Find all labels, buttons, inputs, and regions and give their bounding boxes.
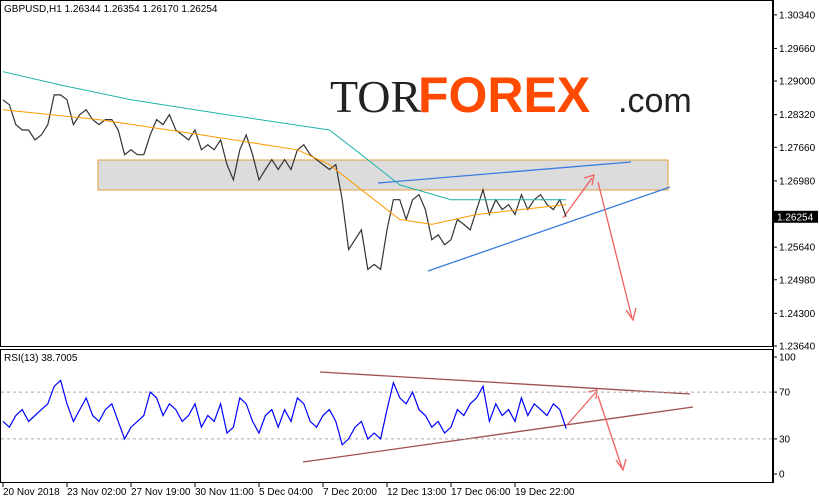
y-tick-label: 1.24300 xyxy=(779,309,816,320)
x-tick-label: 23 Nov 02:00 xyxy=(67,487,127,498)
rsi-title: RSI(13) 38.7005 xyxy=(4,353,78,364)
arrow-head xyxy=(615,458,627,472)
y-tick-label: 1.24980 xyxy=(779,275,816,286)
y-tick-label: 1.26980 xyxy=(779,176,816,187)
trend-line xyxy=(427,186,671,272)
logo-mid: FOREX xyxy=(418,67,590,123)
arrow xyxy=(597,395,623,469)
logo-left: TOR xyxy=(330,71,421,122)
logo-right: .com xyxy=(618,82,692,120)
y-tick-label: 1.29660 xyxy=(779,44,816,55)
x-tick-label: 17 Dec 06:00 xyxy=(451,487,511,498)
rsi-panel xyxy=(0,349,773,483)
x-tick-label: 19 Dec 22:00 xyxy=(515,487,575,498)
series-line xyxy=(2,71,567,201)
y-tick-label: 1.28320 xyxy=(779,110,816,121)
y-tick-label: 1.25640 xyxy=(779,243,816,254)
arrow xyxy=(597,181,633,319)
x-tick-label: 12 Dec 13:00 xyxy=(387,487,447,498)
x-tick-label: 20 Nov 2018 xyxy=(3,487,60,498)
current-price-label: 1.26254 xyxy=(777,212,814,223)
x-tick-label: 30 Nov 11:00 xyxy=(195,487,254,498)
arrow xyxy=(566,391,597,426)
y-tick-label: 0 xyxy=(779,470,785,481)
resistance-zone xyxy=(97,159,669,191)
y-tick-label: 70 xyxy=(779,388,791,399)
y-tick-label: 1.27660 xyxy=(779,143,816,154)
x-tick-label: 7 Dec 20:00 xyxy=(323,487,377,498)
series-line xyxy=(2,109,567,225)
arrow-head xyxy=(625,307,637,322)
y-tick-label: 1.29000 xyxy=(779,77,816,88)
arrow-head xyxy=(583,174,595,186)
trend-line xyxy=(302,406,694,463)
trend-line xyxy=(319,371,691,395)
price-panel xyxy=(0,0,773,347)
x-tick-label: 5 Dec 04:00 xyxy=(259,487,313,498)
price-title: GBPUSD,H1 1.26344 1.26354 1.26170 1.2625… xyxy=(4,4,218,15)
y-tick-label: 1.30340 xyxy=(779,10,816,21)
x-tick-label: 27 Nov 19:00 xyxy=(131,487,191,498)
arrow xyxy=(562,177,593,219)
current-price-box xyxy=(774,210,818,223)
series-line xyxy=(2,94,567,271)
y-tick-label: 100 xyxy=(779,353,796,364)
trend-line xyxy=(377,161,632,184)
series-line xyxy=(2,379,567,446)
annotations xyxy=(302,161,694,472)
y-tick-label: 30 xyxy=(779,434,791,445)
arrow-head xyxy=(587,389,598,400)
y-tick-label: 1.23640 xyxy=(779,341,816,352)
